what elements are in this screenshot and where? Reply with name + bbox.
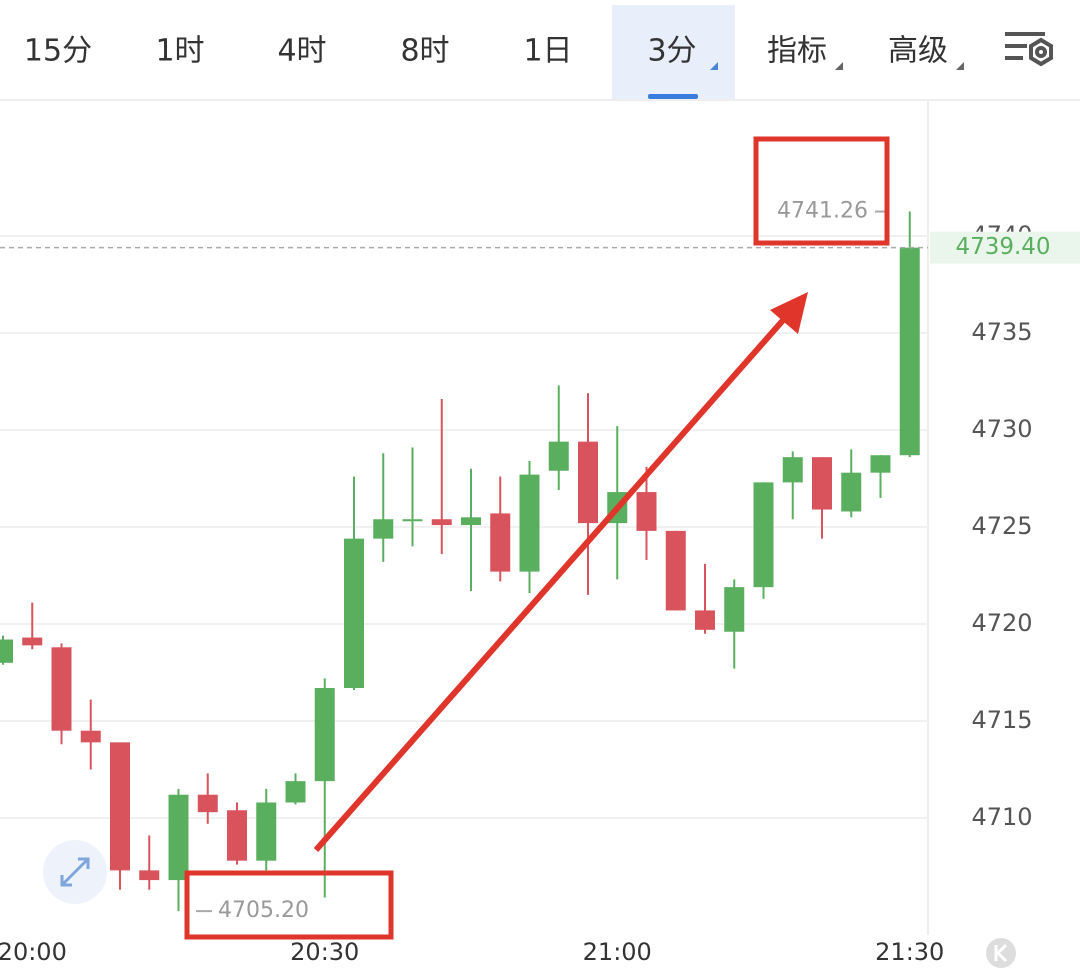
candle-body	[197, 794, 218, 813]
last-price-badge	[930, 231, 1080, 264]
candle-body	[285, 781, 306, 803]
tab[interactable]: 3分	[647, 34, 696, 69]
tab[interactable]: 高级	[888, 34, 948, 69]
tab[interactable]: 15分	[24, 34, 92, 69]
y-tick-label: 4715	[971, 706, 1032, 734]
candle-body	[256, 802, 277, 861]
y-tick-label: 4710	[971, 803, 1032, 831]
candle-body	[782, 457, 803, 483]
candle-body	[139, 870, 160, 881]
y-tick-label: 4725	[971, 512, 1032, 540]
tab[interactable]: 1日	[523, 34, 572, 69]
candle-body	[22, 637, 43, 646]
candle-body	[519, 474, 540, 572]
candle-body	[548, 441, 569, 471]
candle-body	[110, 742, 130, 871]
x-tick-label: 20:30	[290, 938, 359, 966]
y-tick-label: 4720	[971, 609, 1032, 637]
annotation-shapes	[184, 136, 890, 940]
settings-icon[interactable]	[1005, 32, 1053, 67]
low-mark-label: 4705.20	[218, 898, 309, 923]
tab[interactable]: 8时	[400, 34, 449, 69]
candle-body	[227, 810, 247, 861]
active-tab-bg	[612, 5, 735, 100]
candle-body	[724, 587, 745, 632]
candle-body	[168, 794, 189, 881]
active-tab-underline	[648, 94, 698, 99]
overlay: 4741.26 4705.20 4739.40	[0, 199, 1080, 923]
tab-dropdown-arrow	[956, 62, 964, 70]
tab[interactable]: 1时	[155, 34, 204, 69]
candle-body	[490, 513, 511, 572]
expand-button[interactable]	[43, 840, 107, 904]
candle-body	[812, 457, 832, 510]
candles	[0, 211, 920, 912]
candle-body	[344, 538, 364, 689]
candle-body	[841, 472, 862, 512]
x-tick-label: 21:00	[583, 938, 652, 966]
tab-dropdown-arrow	[710, 62, 718, 70]
candle-body	[578, 441, 598, 524]
candle-body	[461, 517, 481, 526]
tab-bar: 15分 1时 4时 8时 1日 3分 指标 高级	[24, 5, 1053, 100]
last-price-label: 4739.40	[955, 234, 1050, 260]
x-tick-label: 21:30	[875, 938, 944, 966]
candle-body	[665, 530, 686, 611]
candle-body	[51, 647, 72, 731]
y-tick-label: 4735	[971, 318, 1032, 346]
candle-body	[314, 688, 335, 782]
x-tick-label: 20:00	[0, 938, 67, 966]
y-tick-label: 4730	[971, 415, 1032, 443]
grid: 471047154720472547304735474020:0020:3021…	[0, 221, 1033, 966]
candle-body	[0, 639, 13, 663]
candle-body	[431, 519, 452, 526]
candle-body	[870, 455, 891, 473]
candle-body	[753, 482, 774, 588]
scroll-latest-button[interactable]	[986, 938, 1016, 968]
tab[interactable]: 指标	[767, 34, 827, 69]
candle-body	[402, 519, 423, 522]
tab[interactable]: 4时	[277, 34, 326, 69]
candle-body	[80, 730, 101, 743]
candle-body	[899, 247, 920, 456]
high-mark-label: 4741.26	[777, 199, 868, 224]
candle-body	[636, 492, 657, 531]
candle-body	[695, 610, 715, 630]
candle-body	[373, 519, 394, 539]
tab-dropdown-arrow	[835, 62, 843, 70]
